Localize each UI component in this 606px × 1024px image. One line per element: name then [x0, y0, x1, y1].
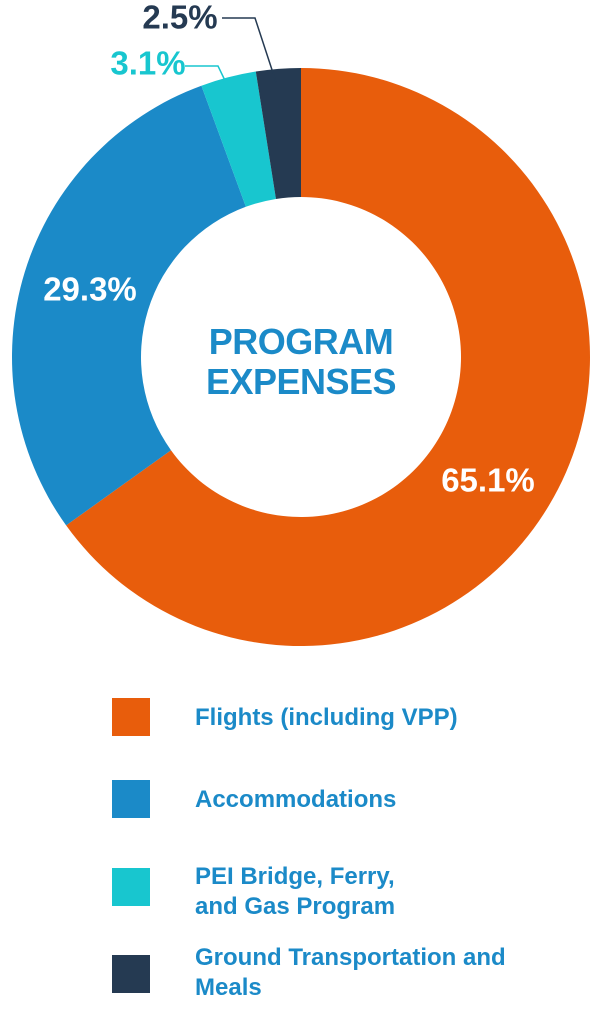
donut-slice	[66, 68, 590, 646]
legend-swatch	[112, 780, 150, 818]
leader-line	[185, 65, 233, 96]
legend-swatch	[112, 698, 150, 736]
value-label: 29.3%	[43, 271, 137, 308]
value-label: 3.1%	[110, 45, 185, 82]
legend-label: Flights (including VPP)	[195, 704, 458, 731]
value-label: 2.5%	[142, 0, 217, 36]
legend-swatch	[112, 955, 150, 993]
legend-label: Ground Transportation and Meals	[195, 944, 506, 1001]
leader-line	[222, 17, 277, 83]
donut-slice	[12, 85, 246, 526]
donut-slice	[201, 71, 276, 207]
value-label: 65.1%	[441, 462, 535, 499]
legend-label: Accommodations	[195, 786, 397, 813]
chart-title: PROGRAM EXPENSES	[205, 321, 397, 402]
legend-label: PEI Bridge, Ferry, and Gas Program	[195, 863, 396, 920]
legend-swatch	[112, 868, 150, 906]
donut-slice	[255, 68, 301, 199]
